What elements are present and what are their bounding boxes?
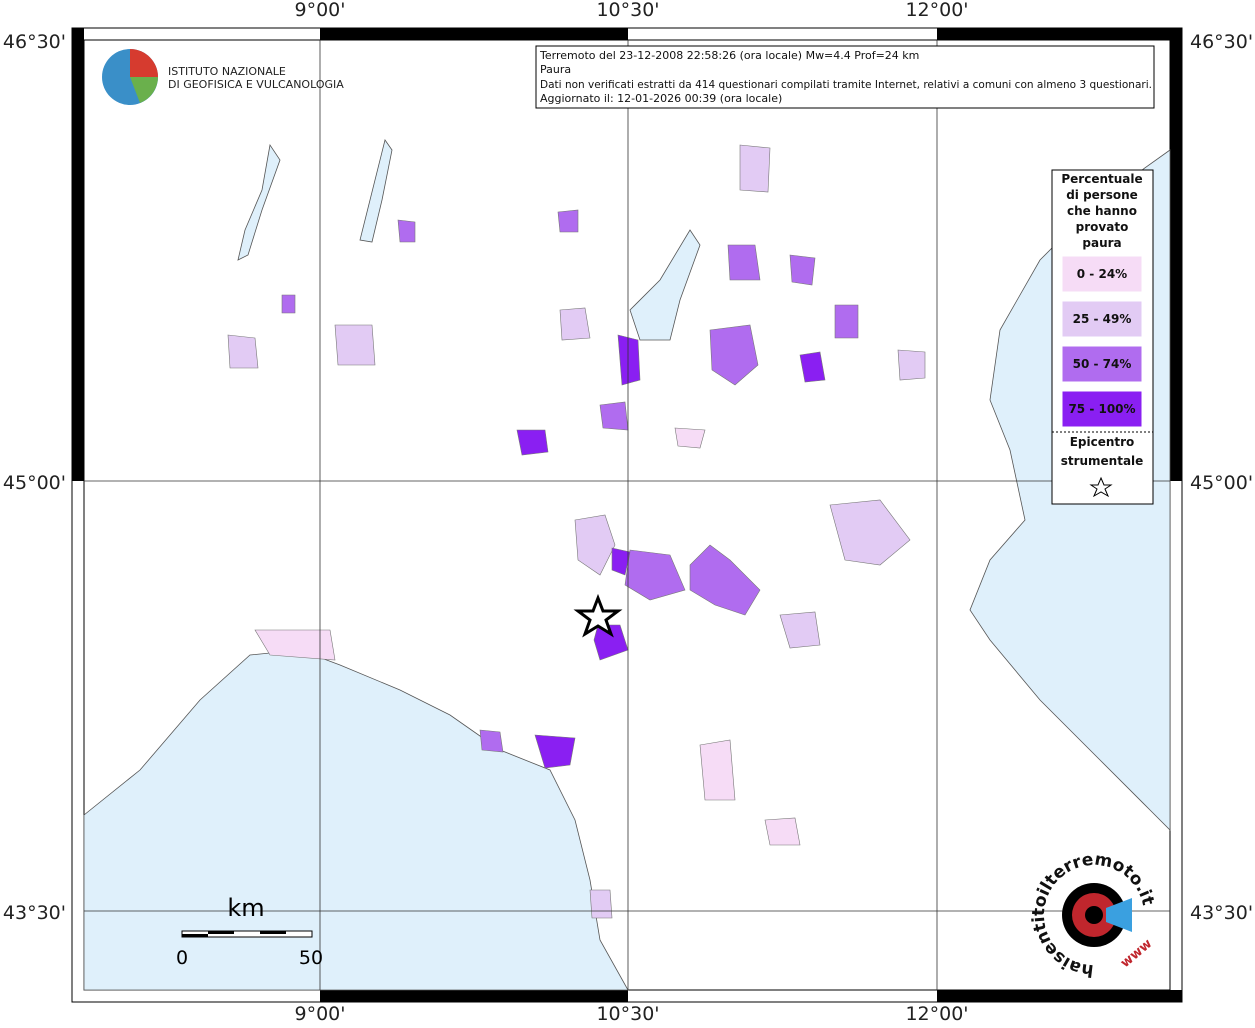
frame-strip bbox=[937, 28, 1182, 40]
site-logo bbox=[1106, 898, 1132, 932]
site-logo bbox=[1085, 906, 1103, 924]
logo-globe bbox=[130, 77, 158, 103]
municipality bbox=[834, 304, 859, 339]
legend-swatch bbox=[1061, 255, 1143, 293]
municipalities bbox=[227, 144, 926, 919]
legend-star bbox=[1089, 476, 1113, 498]
legend-label: 75 - 100% bbox=[1068, 402, 1135, 416]
graticule bbox=[84, 40, 1170, 990]
municipality bbox=[334, 324, 376, 366]
lat-label: 43°30' bbox=[3, 902, 66, 924]
municipality bbox=[739, 144, 771, 193]
frame-strip bbox=[320, 28, 628, 40]
lon-label: 12°00' bbox=[905, 0, 968, 21]
legend-swatch bbox=[1061, 390, 1143, 428]
sea bbox=[83, 649, 629, 991]
frame-strip bbox=[1170, 28, 1182, 481]
municipality bbox=[557, 209, 579, 233]
municipality bbox=[764, 817, 801, 846]
municipality bbox=[589, 889, 613, 919]
municipality bbox=[699, 739, 736, 801]
municipality bbox=[799, 351, 826, 383]
lat-label: 45°00' bbox=[1190, 472, 1253, 494]
legend-title: paura bbox=[1082, 236, 1121, 250]
logo-text: DI GEOFISICA E VULCANOLOGIA bbox=[168, 78, 344, 91]
lake bbox=[629, 229, 701, 341]
legend-epicentre: strumentale bbox=[1061, 454, 1144, 468]
scale-label: 50 bbox=[299, 947, 323, 969]
legend-label: 25 - 49% bbox=[1073, 312, 1132, 326]
frame-strip bbox=[320, 990, 628, 1002]
municipality bbox=[559, 307, 591, 341]
municipality bbox=[789, 254, 816, 286]
municipality bbox=[779, 611, 821, 649]
scale-unit: km bbox=[227, 894, 264, 922]
scale-label: 0 bbox=[176, 947, 188, 969]
lat-label: 46°30' bbox=[3, 31, 66, 53]
lake bbox=[237, 143, 281, 261]
legend-epicentre: Epicentro bbox=[1070, 435, 1135, 449]
municipality bbox=[709, 324, 759, 386]
municipality bbox=[281, 294, 296, 314]
lat-label: 46°30' bbox=[1190, 31, 1253, 53]
municipality bbox=[516, 429, 549, 456]
legend-title: provato bbox=[1076, 220, 1129, 234]
municipality bbox=[897, 349, 926, 381]
legend-label: 0 - 24% bbox=[1077, 267, 1127, 281]
legend-title: che hanno bbox=[1067, 204, 1137, 218]
legend-title: di persone bbox=[1066, 188, 1138, 202]
municipality bbox=[599, 401, 629, 431]
municipality bbox=[727, 244, 761, 281]
legend-swatch bbox=[1061, 345, 1143, 383]
info-line: Aggiornato il: 12-01-2026 00:39 (ora loc… bbox=[540, 92, 782, 105]
lon-label: 9°00' bbox=[295, 1003, 346, 1024]
scale-bar bbox=[260, 931, 286, 934]
municipality bbox=[593, 624, 629, 661]
municipality bbox=[397, 219, 416, 243]
lon-label: 9°00' bbox=[295, 0, 346, 21]
lake bbox=[359, 139, 393, 243]
info-box bbox=[535, 45, 1155, 109]
municipality bbox=[617, 334, 641, 386]
frame-strip bbox=[72, 28, 84, 481]
epicentre bbox=[573, 593, 623, 638]
municipality bbox=[254, 629, 336, 661]
municipality bbox=[689, 544, 761, 616]
municipality bbox=[611, 547, 631, 576]
frame-strip bbox=[937, 990, 1182, 1002]
municipality bbox=[624, 549, 686, 601]
legend-label: 50 - 74% bbox=[1073, 357, 1132, 371]
info-line: Paura bbox=[540, 63, 571, 76]
logo-globe bbox=[130, 49, 158, 77]
scale-bar bbox=[182, 934, 208, 937]
municipality bbox=[227, 334, 259, 369]
municipality bbox=[534, 734, 576, 769]
legend-swatch bbox=[1061, 300, 1143, 338]
lat-label: 43°30' bbox=[1190, 902, 1253, 924]
logo-text: ISTITUTO NAZIONALE bbox=[168, 65, 286, 78]
municipality bbox=[574, 514, 616, 576]
lon-label: 10°30' bbox=[596, 0, 659, 21]
municipality bbox=[829, 499, 911, 566]
municipality bbox=[674, 427, 706, 449]
info-line: Terremoto del 23-12-2008 22:58:26 (ora l… bbox=[539, 49, 919, 62]
lon-label: 10°30' bbox=[596, 1003, 659, 1024]
lon-label: 12°00' bbox=[905, 1003, 968, 1024]
legend: Epicentro strumentale Percentuale di pers… bbox=[1051, 169, 1154, 505]
info-line: Dati non verificati estratti da 414 ques… bbox=[540, 78, 1152, 91]
municipality bbox=[479, 729, 504, 753]
legend-title: Percentuale bbox=[1061, 172, 1142, 186]
lat-label: 45°00' bbox=[3, 472, 66, 494]
scale-bar bbox=[208, 931, 234, 934]
